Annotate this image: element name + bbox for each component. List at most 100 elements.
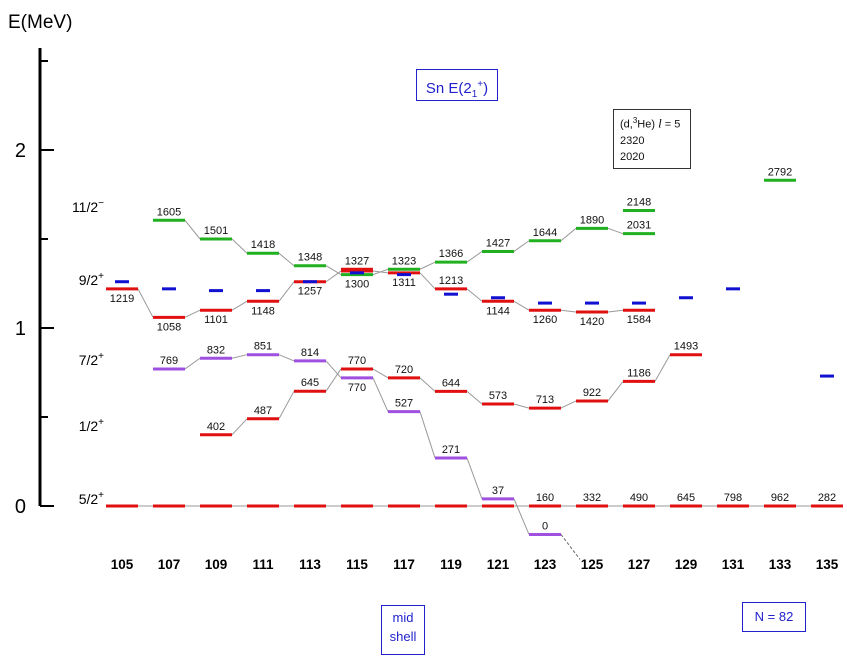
connector-segment <box>466 288 483 302</box>
n82-box: N = 82 <box>742 602 806 632</box>
value-label: 645 <box>301 377 319 389</box>
value-label: 271 <box>442 444 460 456</box>
chart-title-box: Sn E(21+) <box>416 69 498 101</box>
connector-segment <box>513 300 530 311</box>
connector-segment <box>184 309 201 318</box>
connector-segment <box>560 227 577 242</box>
value-label: 1418 <box>251 239 275 251</box>
x-tick-label: 121 <box>487 557 510 572</box>
value-label: 770 <box>348 355 366 367</box>
value-label: 851 <box>254 341 272 353</box>
n82-label: N = 82 <box>754 609 794 624</box>
connector-segment <box>654 354 671 382</box>
value-label: 1101 <box>204 314 228 326</box>
x-tick-label: 123 <box>534 557 557 572</box>
value-label: 490 <box>630 492 648 504</box>
connector-segment <box>466 457 483 500</box>
connector-lines <box>137 219 811 560</box>
legend-box: (d,3He) l = 5 2320 2020 <box>613 109 691 169</box>
connector-segment <box>231 354 248 359</box>
x-tick-label: 129 <box>675 557 698 572</box>
legend-line-2: 2020 <box>620 150 645 163</box>
value-label: 1323 <box>392 255 416 267</box>
connector-segment <box>184 219 201 240</box>
dashed-tail <box>560 534 581 560</box>
value-label: 573 <box>489 390 507 402</box>
connector-segment <box>419 411 436 459</box>
y-tick-label: 2 <box>15 140 26 162</box>
x-tick-label: 113 <box>299 557 321 572</box>
value-label: 2148 <box>627 197 651 209</box>
legend-sup: 3 <box>632 116 638 125</box>
value-label: 962 <box>771 492 789 504</box>
x-tick-label: 117 <box>393 557 415 572</box>
x-tick-label: 111 <box>252 557 274 572</box>
spin-label: 9/2+ <box>79 271 104 288</box>
connector-segment <box>278 354 295 362</box>
legend-ital: l <box>658 115 662 131</box>
legend-head-text: (d, <box>620 118 633 131</box>
connector-segment <box>184 357 201 370</box>
connector-segment <box>372 368 389 379</box>
mid-shell-line-1: mid <box>392 610 414 625</box>
connector-segment <box>513 240 530 252</box>
value-label: 922 <box>583 387 601 399</box>
chart-title-sup: + <box>477 79 484 90</box>
legend-line-1: 2320 <box>620 134 645 147</box>
connector-segment <box>466 251 483 263</box>
value-label: 2031 <box>627 220 651 232</box>
connector-segment <box>513 403 530 409</box>
chart-title-end: ) <box>483 80 489 97</box>
value-label: 1366 <box>439 248 463 260</box>
value-label: 1327 <box>345 255 369 267</box>
connector-segment <box>372 268 389 276</box>
y-tick-label: 0 <box>15 496 26 518</box>
connector-segment <box>325 270 342 283</box>
connector-segment <box>419 261 436 270</box>
value-label: 1311 <box>392 277 416 289</box>
value-label: 1890 <box>580 214 604 226</box>
connector-segment <box>325 360 342 379</box>
spin-label: 5/2+ <box>79 490 104 507</box>
connector-segment <box>372 377 389 412</box>
value-label: 720 <box>395 364 413 376</box>
y-axis: 0 1 2 <box>15 48 54 518</box>
value-label: 1501 <box>204 225 228 237</box>
value-label: 332 <box>583 492 601 504</box>
x-tick-label: 133 <box>769 557 792 572</box>
value-label: 1493 <box>674 341 698 353</box>
connector-segment <box>419 377 436 392</box>
value-label: 1058 <box>157 321 181 333</box>
value-label: 1257 <box>298 286 322 298</box>
value-labels: 105 107 109 111 113 115 117 119 121 123 125 127 129 1… <box>72 166 839 572</box>
x-tick-label: 109 <box>205 557 228 572</box>
spin-label: 1/2+ <box>79 417 104 434</box>
spin-label: 7/2+ <box>79 351 104 368</box>
x-tick-label: 107 <box>158 557 181 572</box>
value-label: 1584 <box>627 314 651 326</box>
value-label: 645 <box>677 492 695 504</box>
connector-segment <box>560 400 577 409</box>
value-label: 814 <box>301 347 319 359</box>
value-label: 160 <box>536 492 554 504</box>
connector-segment <box>278 281 295 302</box>
connector-segment <box>231 238 248 254</box>
value-label: 713 <box>536 394 554 406</box>
spin-label: 11/2− <box>72 198 104 215</box>
value-label: 1420 <box>580 316 604 328</box>
value-label: 527 <box>395 398 413 410</box>
connector-segment <box>278 252 295 267</box>
value-label: 37 <box>492 485 504 497</box>
value-label: 770 <box>348 382 366 394</box>
x-tick-label: 105 <box>111 557 134 572</box>
value-label: 832 <box>207 344 225 356</box>
x-tick-label: 127 <box>628 557 651 572</box>
value-label: 0 <box>542 520 548 532</box>
mid-shell-box: mid shell <box>381 605 425 655</box>
value-label: 1605 <box>157 206 181 218</box>
value-label: 1213 <box>439 275 463 287</box>
legend-head: (d,3He) l = 5 <box>620 113 684 133</box>
connector-segment <box>419 272 436 290</box>
y-axis-title: E(MeV) <box>8 12 72 33</box>
